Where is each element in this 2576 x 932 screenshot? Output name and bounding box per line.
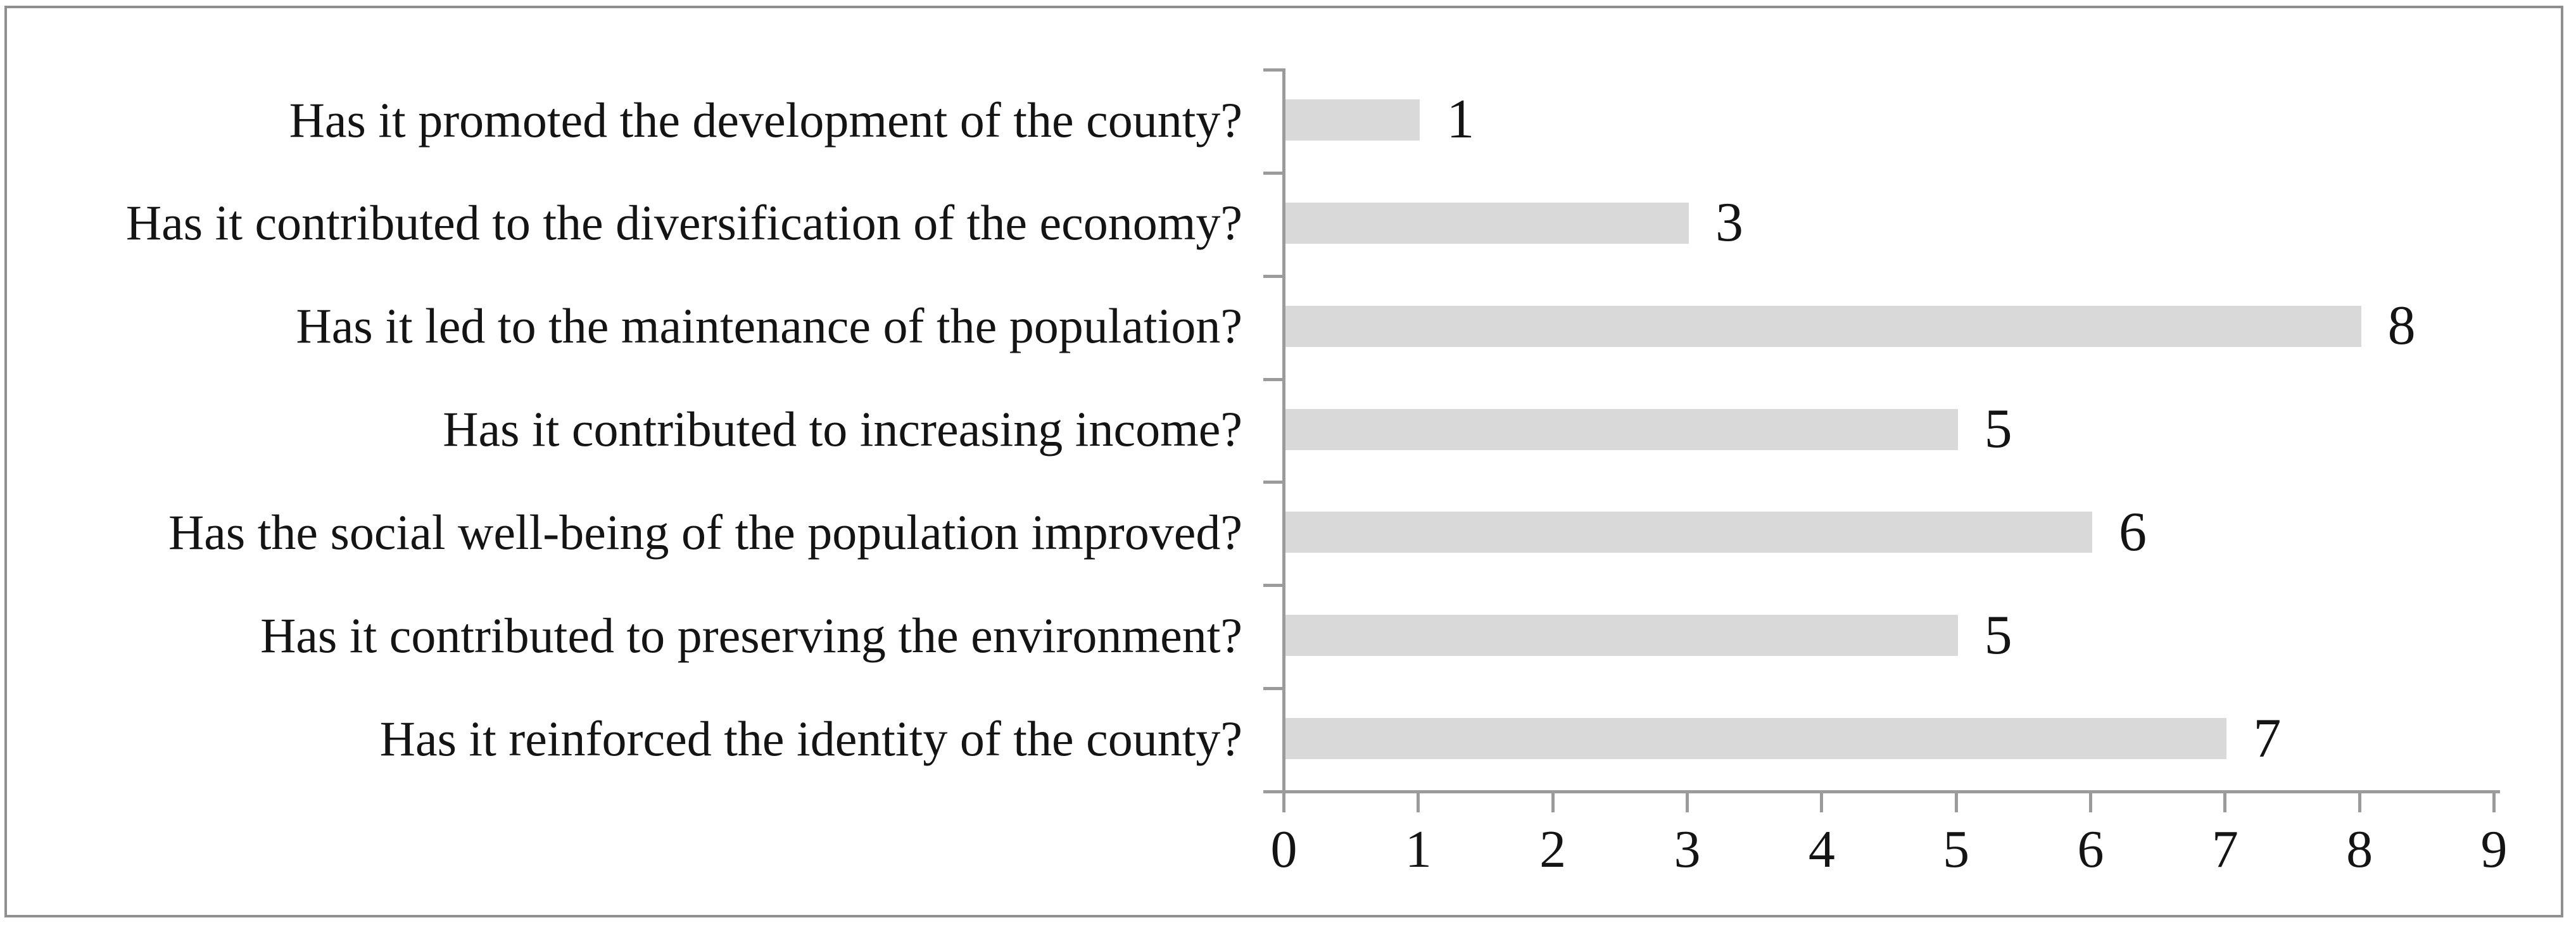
x-tick-label: 5 (1943, 820, 1970, 879)
bar (1285, 718, 2227, 760)
category-label: Has it promoted the development of the c… (289, 92, 1242, 148)
bar-value-label: 5 (1984, 398, 2012, 460)
x-axis-tick (1551, 793, 1555, 812)
x-axis-line (1278, 790, 2500, 793)
category-label: Has it contributed to the diversificatio… (125, 195, 1242, 251)
x-tick-label: 6 (2077, 820, 2104, 879)
x-tick-label: 0 (1270, 820, 1297, 879)
y-axis-tick (1263, 68, 1282, 72)
bar (1285, 408, 1958, 450)
x-axis-tick (1686, 793, 1689, 812)
category-label: Has it led to the maintenance of the pop… (296, 298, 1242, 354)
x-axis-tick (2492, 793, 2496, 812)
category-label: Has it contributed to preserving the env… (260, 607, 1242, 663)
x-tick-label: 4 (1808, 820, 1835, 879)
x-tick-label: 8 (2346, 820, 2373, 879)
y-axis-tick (1263, 171, 1282, 175)
x-axis-tick (2358, 793, 2361, 812)
x-axis-tick (1820, 793, 1824, 812)
x-axis-tick (1282, 793, 1285, 812)
bar-value-label: 6 (2119, 501, 2147, 563)
bar-value-label: 3 (1715, 192, 1743, 254)
bar-value-label: 5 (1984, 604, 2012, 666)
y-axis-line (1282, 68, 1285, 812)
category-label: Has the social well-being of the populat… (168, 504, 1242, 560)
y-axis-tick (1263, 377, 1282, 381)
bar (1285, 202, 1689, 244)
bar (1285, 305, 2361, 347)
bar-value-label: 1 (1446, 89, 1475, 151)
bar (1285, 615, 1958, 657)
x-tick-label: 3 (1674, 820, 1701, 879)
x-axis-tick (2089, 793, 2092, 812)
x-axis-tick (1417, 793, 1420, 812)
bar-value-label: 7 (2253, 707, 2282, 769)
bar (1285, 99, 1420, 141)
category-label: Has it contributed to increasing income? (443, 401, 1242, 457)
bar-value-label: 8 (2387, 295, 2416, 357)
x-tick-label: 1 (1405, 820, 1432, 879)
x-tick-label: 9 (2480, 820, 2508, 879)
bar (1285, 512, 2092, 553)
x-tick-label: 7 (2211, 820, 2238, 879)
x-tick-label: 2 (1539, 820, 1567, 879)
category-label: Has it reinforced the identity of the co… (379, 710, 1242, 766)
y-axis-tick (1263, 790, 1282, 793)
y-axis-tick (1263, 274, 1282, 278)
y-axis-tick (1263, 481, 1282, 484)
x-axis-tick (1954, 793, 1958, 812)
y-axis-tick (1263, 687, 1282, 691)
y-axis-tick (1263, 584, 1282, 588)
x-axis-tick (2223, 793, 2227, 812)
